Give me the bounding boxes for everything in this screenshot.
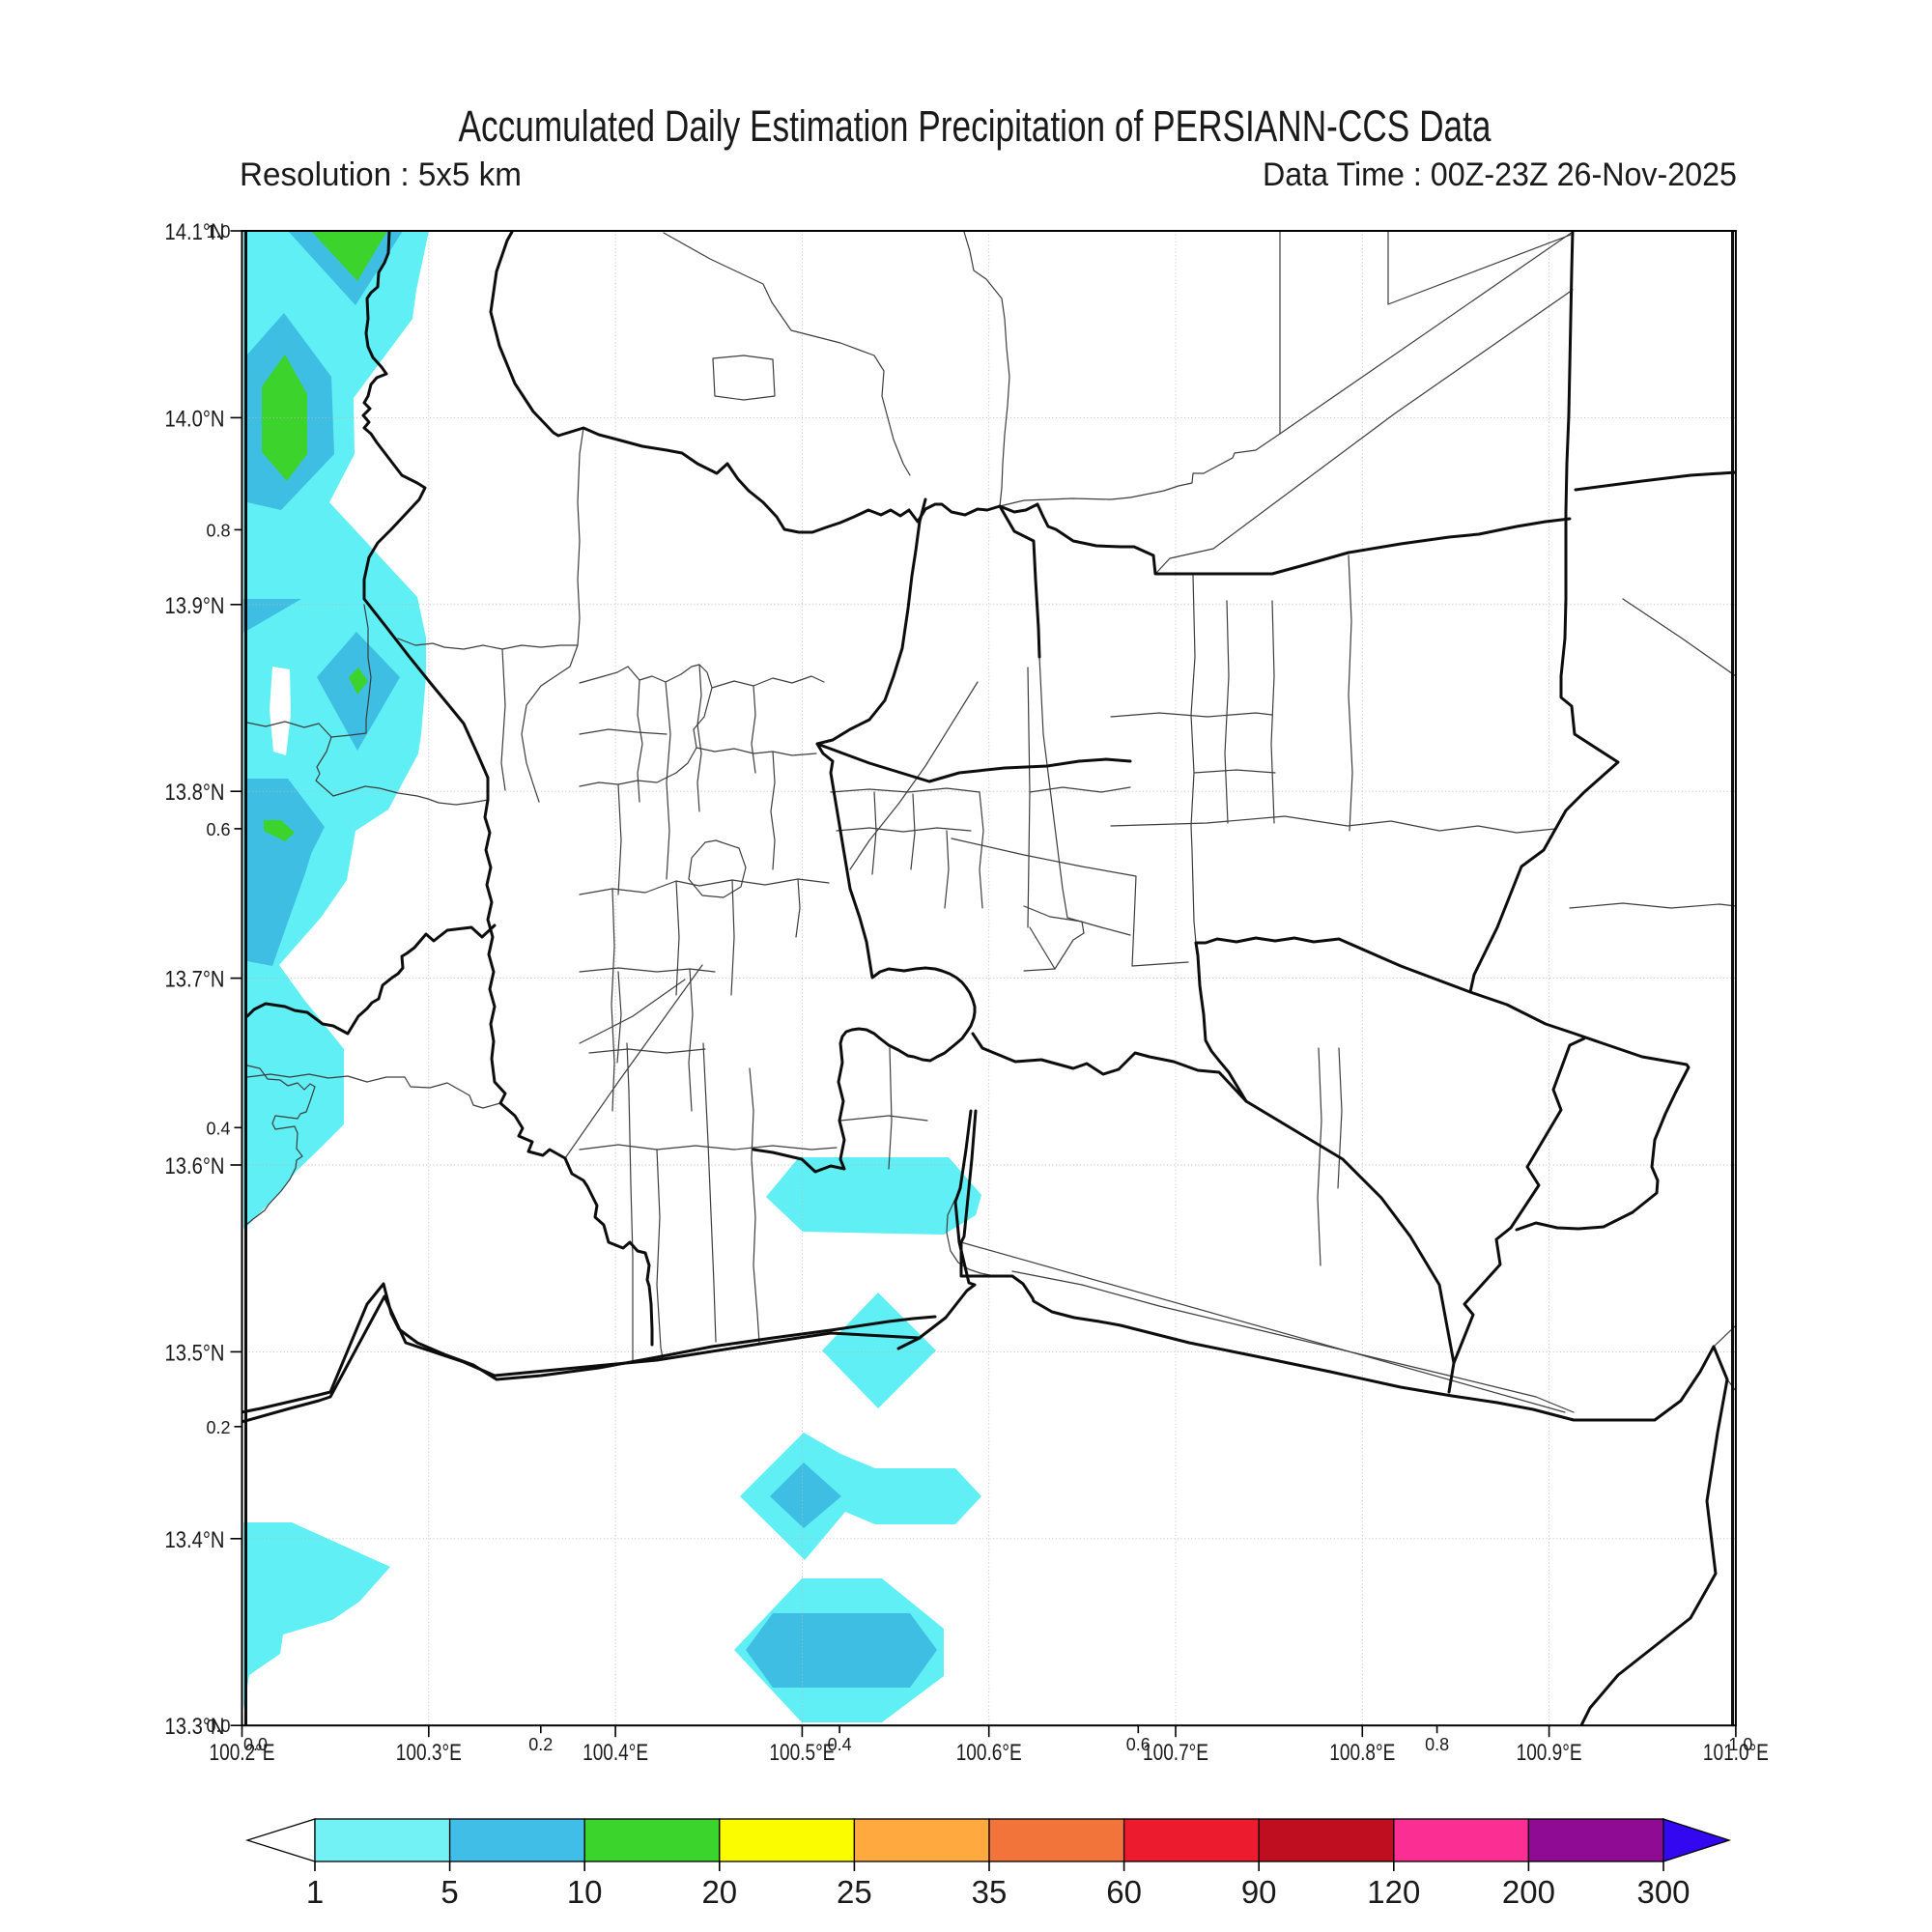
svg-text:0.2: 0.2: [528, 1735, 553, 1754]
svg-text:20: 20: [701, 1874, 737, 1910]
svg-text:35: 35: [972, 1874, 1008, 1910]
svg-text:100.3°E: 100.3°E: [396, 1740, 462, 1766]
svg-text:300: 300: [1636, 1874, 1690, 1910]
svg-text:13.5°N: 13.5°N: [165, 1340, 225, 1366]
svg-text:Accumulated Daily Estimation P: Accumulated Daily Estimation Precipitati…: [459, 101, 1492, 151]
svg-text:13.4°N: 13.4°N: [165, 1527, 225, 1553]
svg-text:100.6°E: 100.6°E: [956, 1740, 1022, 1766]
svg-text:120: 120: [1367, 1874, 1420, 1910]
svg-text:0.0: 0.0: [243, 1735, 268, 1754]
svg-text:100.4°E: 100.4°E: [582, 1740, 648, 1766]
svg-text:14.1°N: 14.1°N: [165, 219, 225, 245]
svg-text:100.5°E: 100.5°E: [769, 1740, 835, 1766]
svg-text:1.0: 1.0: [1728, 1735, 1752, 1754]
svg-text:5: 5: [440, 1874, 458, 1910]
svg-text:60: 60: [1106, 1874, 1142, 1910]
svg-text:13.6°N: 13.6°N: [165, 1153, 225, 1179]
svg-text:25: 25: [837, 1874, 872, 1910]
svg-text:13.8°N: 13.8°N: [165, 780, 225, 806]
svg-text:100.7°E: 100.7°E: [1143, 1740, 1208, 1766]
svg-text:0.0: 0.0: [206, 1717, 230, 1736]
svg-text:0.8: 0.8: [1425, 1735, 1449, 1754]
svg-text:1: 1: [306, 1874, 324, 1910]
svg-text:0.4: 0.4: [206, 1119, 230, 1138]
svg-text:Data Time : 00Z-23Z 26-Nov-202: Data Time : 00Z-23Z 26-Nov-2025: [1263, 156, 1737, 193]
svg-text:13.9°N: 13.9°N: [165, 593, 225, 619]
svg-text:13.3°N: 13.3°N: [165, 1714, 225, 1740]
svg-text:0.6: 0.6: [206, 820, 230, 839]
svg-text:0.8: 0.8: [206, 521, 230, 540]
svg-text:200: 200: [1502, 1874, 1555, 1910]
svg-text:90: 90: [1241, 1874, 1277, 1910]
svg-text:101.0°E: 101.0°E: [1703, 1740, 1769, 1766]
svg-text:13.7°N: 13.7°N: [165, 967, 225, 993]
svg-text:14.0°N: 14.0°N: [165, 406, 225, 432]
svg-text:Resolution : 5x5 km: Resolution : 5x5 km: [240, 156, 522, 193]
svg-text:100.8°E: 100.8°E: [1329, 1740, 1395, 1766]
svg-text:0.4: 0.4: [828, 1735, 852, 1754]
svg-text:10: 10: [567, 1874, 603, 1910]
svg-text:1.0: 1.0: [206, 222, 230, 242]
svg-text:100.2°E: 100.2°E: [210, 1740, 275, 1766]
svg-text:100.9°E: 100.9°E: [1517, 1740, 1582, 1766]
svg-text:0.2: 0.2: [206, 1418, 230, 1437]
svg-text:0.6: 0.6: [1126, 1735, 1151, 1754]
